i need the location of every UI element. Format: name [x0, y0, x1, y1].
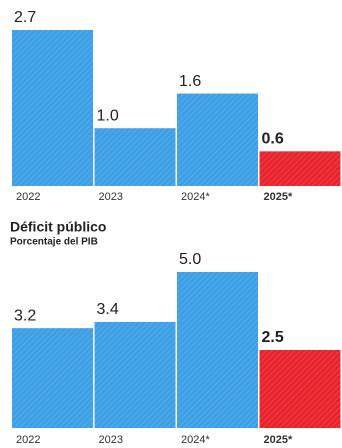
x-tick-label: 2023 — [99, 434, 123, 446]
bar — [177, 272, 258, 428]
bar — [12, 30, 93, 186]
value-label: 1.6 — [179, 73, 201, 90]
value-label: 1.0 — [97, 107, 119, 124]
x-tick-label: 2022 — [16, 434, 40, 446]
bar — [259, 151, 341, 186]
x-tick-label: 2024* — [181, 434, 210, 446]
bar — [12, 328, 93, 428]
value-label: 5.0 — [179, 251, 201, 268]
chart-subtitle: Porcentaje del PIB — [10, 237, 98, 248]
x-tick-label: 2025* — [264, 434, 293, 446]
x-tick-label: 2024* — [181, 191, 210, 203]
bar — [177, 93, 258, 186]
x-tick-label: 2023 — [99, 191, 123, 203]
value-label: 2.7 — [14, 9, 36, 26]
value-label: 3.2 — [14, 307, 36, 324]
chart-title: Déficit público — [10, 219, 106, 235]
value-label: 2.5 — [262, 329, 284, 346]
bar — [94, 321, 176, 428]
value-label: 0.6 — [262, 131, 284, 148]
x-tick-label: 2025* — [264, 191, 293, 203]
x-tick-label: 2022 — [16, 191, 40, 203]
bar — [94, 128, 176, 186]
value-label: 3.4 — [97, 301, 119, 318]
bar — [259, 350, 341, 428]
